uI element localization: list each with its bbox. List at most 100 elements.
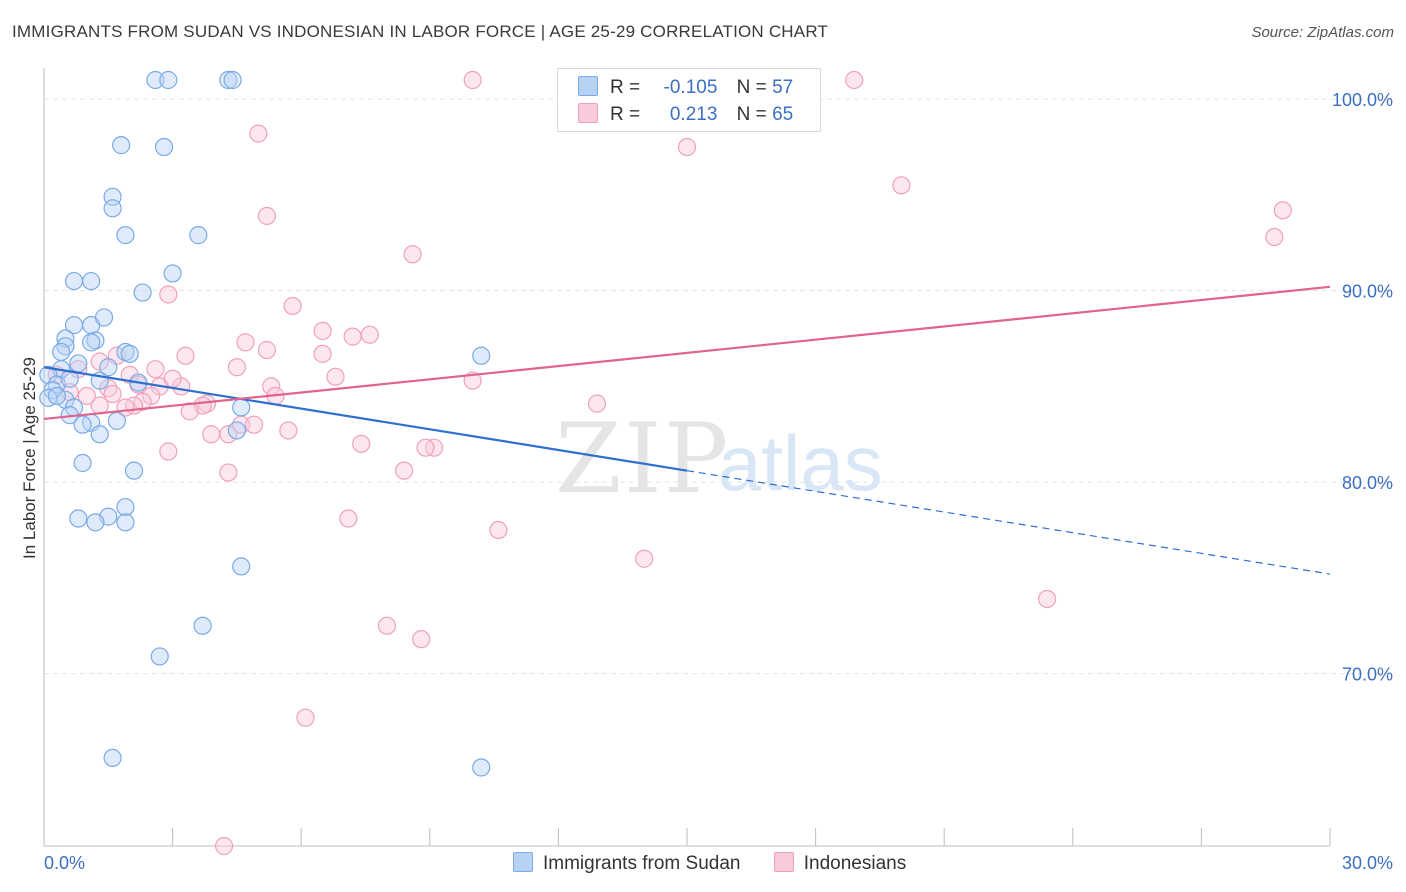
chart-source: Source: ZipAtlas.com: [1251, 24, 1394, 41]
y-tick-label: 100.0%: [1332, 90, 1393, 110]
indonesian-point: [257, 340, 277, 360]
sudan-point: [47, 386, 66, 406]
indonesian-point: [257, 206, 277, 226]
x-tick-label: 30.0%: [1342, 853, 1393, 873]
sudan-point: [60, 369, 79, 388]
indonesian-point: [339, 509, 358, 528]
indonesian-point: [352, 434, 371, 453]
sudan-point: [94, 308, 114, 327]
watermark-zip: ZIP: [555, 403, 730, 515]
indonesian-point: [163, 369, 182, 388]
indonesian-point: [845, 70, 864, 90]
indonesian-point: [416, 438, 435, 457]
indonesian-point: [677, 137, 697, 157]
sudan-point: [219, 70, 238, 90]
sudan-r-value: -0.105: [663, 77, 718, 98]
indonesian-r-value: 0.213: [669, 104, 718, 125]
indonesian-point: [343, 327, 362, 346]
indonesian-point: [227, 358, 246, 377]
tick-labels: 70.0% 80.0% 90.0% 100.0% 0.0% 30.0%: [44, 90, 1393, 873]
x-tick-label: 0.0%: [44, 853, 85, 873]
stats-row-sudan: R = -0.105 N = 57: [578, 76, 793, 99]
sudan-trend-line: [43, 366, 688, 472]
sudan-n-value: 57: [772, 77, 794, 98]
indonesian-point: [202, 425, 221, 444]
indonesian-point: [180, 402, 199, 421]
sudan-point: [112, 136, 131, 155]
sudan-point: [223, 70, 242, 90]
indonesian-point: [283, 296, 302, 316]
indonesian-point: [133, 392, 152, 411]
sudan-point: [64, 271, 84, 291]
indonesian-point: [1273, 201, 1292, 220]
watermark: ZIP atlas: [555, 403, 883, 515]
sudan-point: [227, 421, 246, 440]
sudan-point: [103, 199, 122, 218]
sudan-point: [472, 346, 491, 365]
sudan-points: [39, 70, 491, 777]
sudan-point: [73, 453, 92, 473]
sudan-point: [146, 70, 165, 90]
indonesian-point: [296, 708, 315, 727]
watermark-atlas: atlas: [718, 419, 883, 507]
series-legend: Immigrants from Sudan Indonesians: [513, 852, 934, 875]
y-tick-label: 90.0%: [1342, 282, 1393, 302]
indonesian-point: [463, 70, 482, 90]
sudan-point: [73, 415, 92, 434]
legend-item-sudan: Immigrants from Sudan: [513, 852, 740, 875]
indonesian-point: [313, 344, 332, 363]
indonesian-point: [103, 384, 122, 404]
indonesian-point: [1037, 589, 1057, 609]
indonesian-point: [892, 176, 911, 195]
indonesian-point: [412, 630, 431, 649]
sudan-point: [154, 137, 174, 157]
indonesian-point: [313, 321, 332, 340]
indonesian-point: [146, 360, 165, 379]
sudan-point: [133, 283, 152, 302]
indonesian-point: [279, 421, 298, 440]
y-axis-label: In Labor Force | Age 25-29: [20, 357, 39, 559]
sudan-point: [163, 264, 182, 283]
indonesian-point: [377, 616, 397, 635]
sudan-point: [52, 342, 71, 362]
indonesian-point: [219, 425, 238, 444]
sudan-point: [116, 497, 135, 517]
chart-title: IMMIGRANTS FROM SUDAN VS INDONESIAN IN L…: [12, 22, 829, 41]
sudan-point: [159, 70, 178, 90]
sudan-point: [99, 358, 118, 377]
sudan-point: [116, 226, 135, 245]
legend-swatch-sudan: [513, 852, 533, 872]
grid: [44, 98, 1395, 675]
sudan-point: [86, 513, 105, 532]
indonesian-point: [219, 463, 238, 482]
sudan-point: [90, 425, 109, 444]
indonesian-point: [77, 386, 96, 406]
sudan-point: [232, 557, 251, 576]
sudan-point: [472, 758, 491, 777]
sudan-point: [116, 513, 135, 532]
trend-lines: [43, 285, 1331, 575]
indonesian-n-value: 65: [772, 104, 794, 125]
legend-item-indonesian: Indonesians: [773, 852, 906, 875]
sudan-point: [107, 411, 126, 430]
sudan-point: [82, 271, 101, 291]
indonesian-point: [489, 520, 508, 540]
sudan-trend-extension: [686, 470, 1331, 575]
indonesian-point: [326, 367, 345, 386]
sudan-point: [103, 748, 122, 768]
indonesian-point: [249, 124, 268, 143]
sudan-point: [82, 333, 101, 352]
sudan-point: [124, 461, 144, 480]
indonesian-point: [244, 415, 264, 434]
indonesian-point: [1265, 227, 1284, 247]
sudan-point: [69, 509, 88, 528]
sudan-point: [69, 354, 88, 373]
stats-row-indonesian: R = 0.213 N = 65: [578, 103, 793, 126]
sudan-point: [193, 616, 212, 635]
indonesian-point: [360, 325, 379, 344]
indonesian-point: [635, 549, 654, 568]
indonesian-point: [394, 461, 414, 480]
indonesian-trend-line: [43, 285, 1331, 421]
indonesian-point: [403, 245, 422, 264]
